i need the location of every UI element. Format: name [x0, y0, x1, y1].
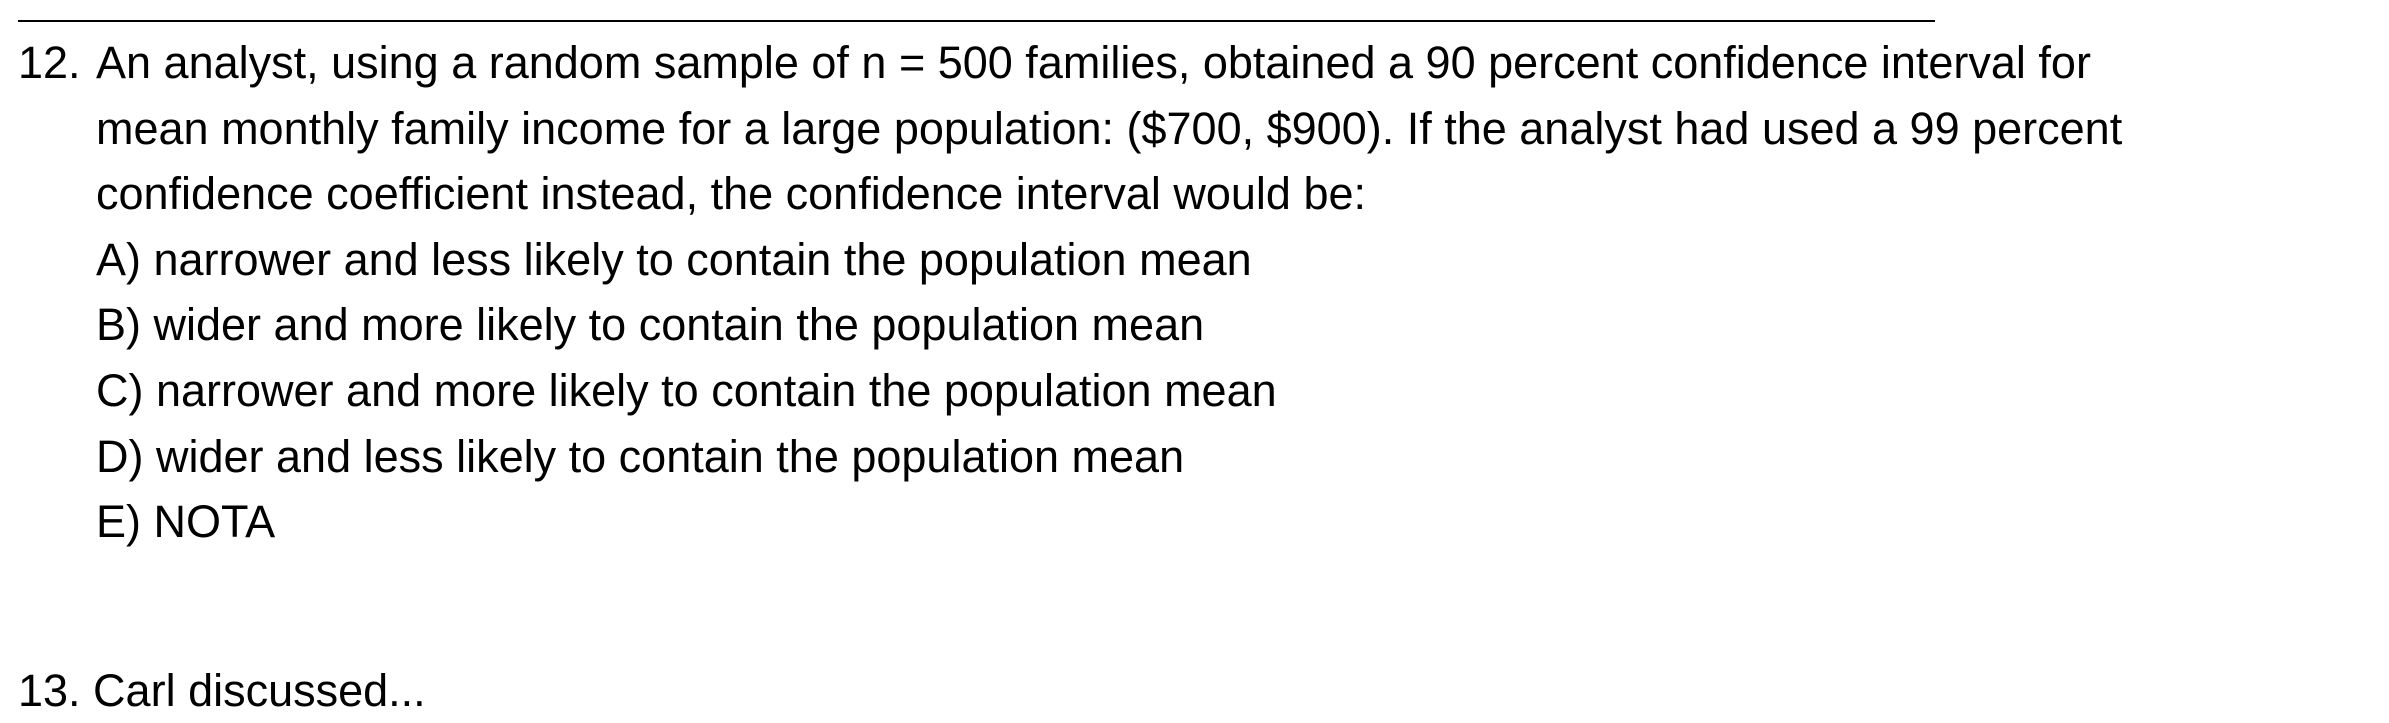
option-b: B) wider and more likely to contain the … — [96, 299, 1205, 351]
option-a: A) narrower and less likely to contain t… — [96, 233, 1252, 285]
top-divider-line — [18, 20, 1935, 22]
option-d: D) wider and less likely to contain the … — [96, 430, 1185, 482]
question-text-line-1: An analyst, using a random sample of n =… — [96, 37, 2091, 88]
question-number: 12. — [18, 37, 81, 88]
option-e: E) NOTA — [96, 496, 276, 548]
question-text-line-2: mean monthly family income for a large p… — [96, 102, 2123, 154]
question-text-line-3: confidence coefficient instead, the conf… — [96, 168, 1366, 220]
question-line-1: 12. An analyst, using a random sample of… — [18, 30, 2358, 96]
option-c: C) narrower and more likely to contain t… — [96, 364, 1277, 416]
next-question-partial: 13. Carl discussed... — [18, 665, 426, 716]
question-12: 12. An analyst, using a random sample of… — [18, 30, 2358, 555]
